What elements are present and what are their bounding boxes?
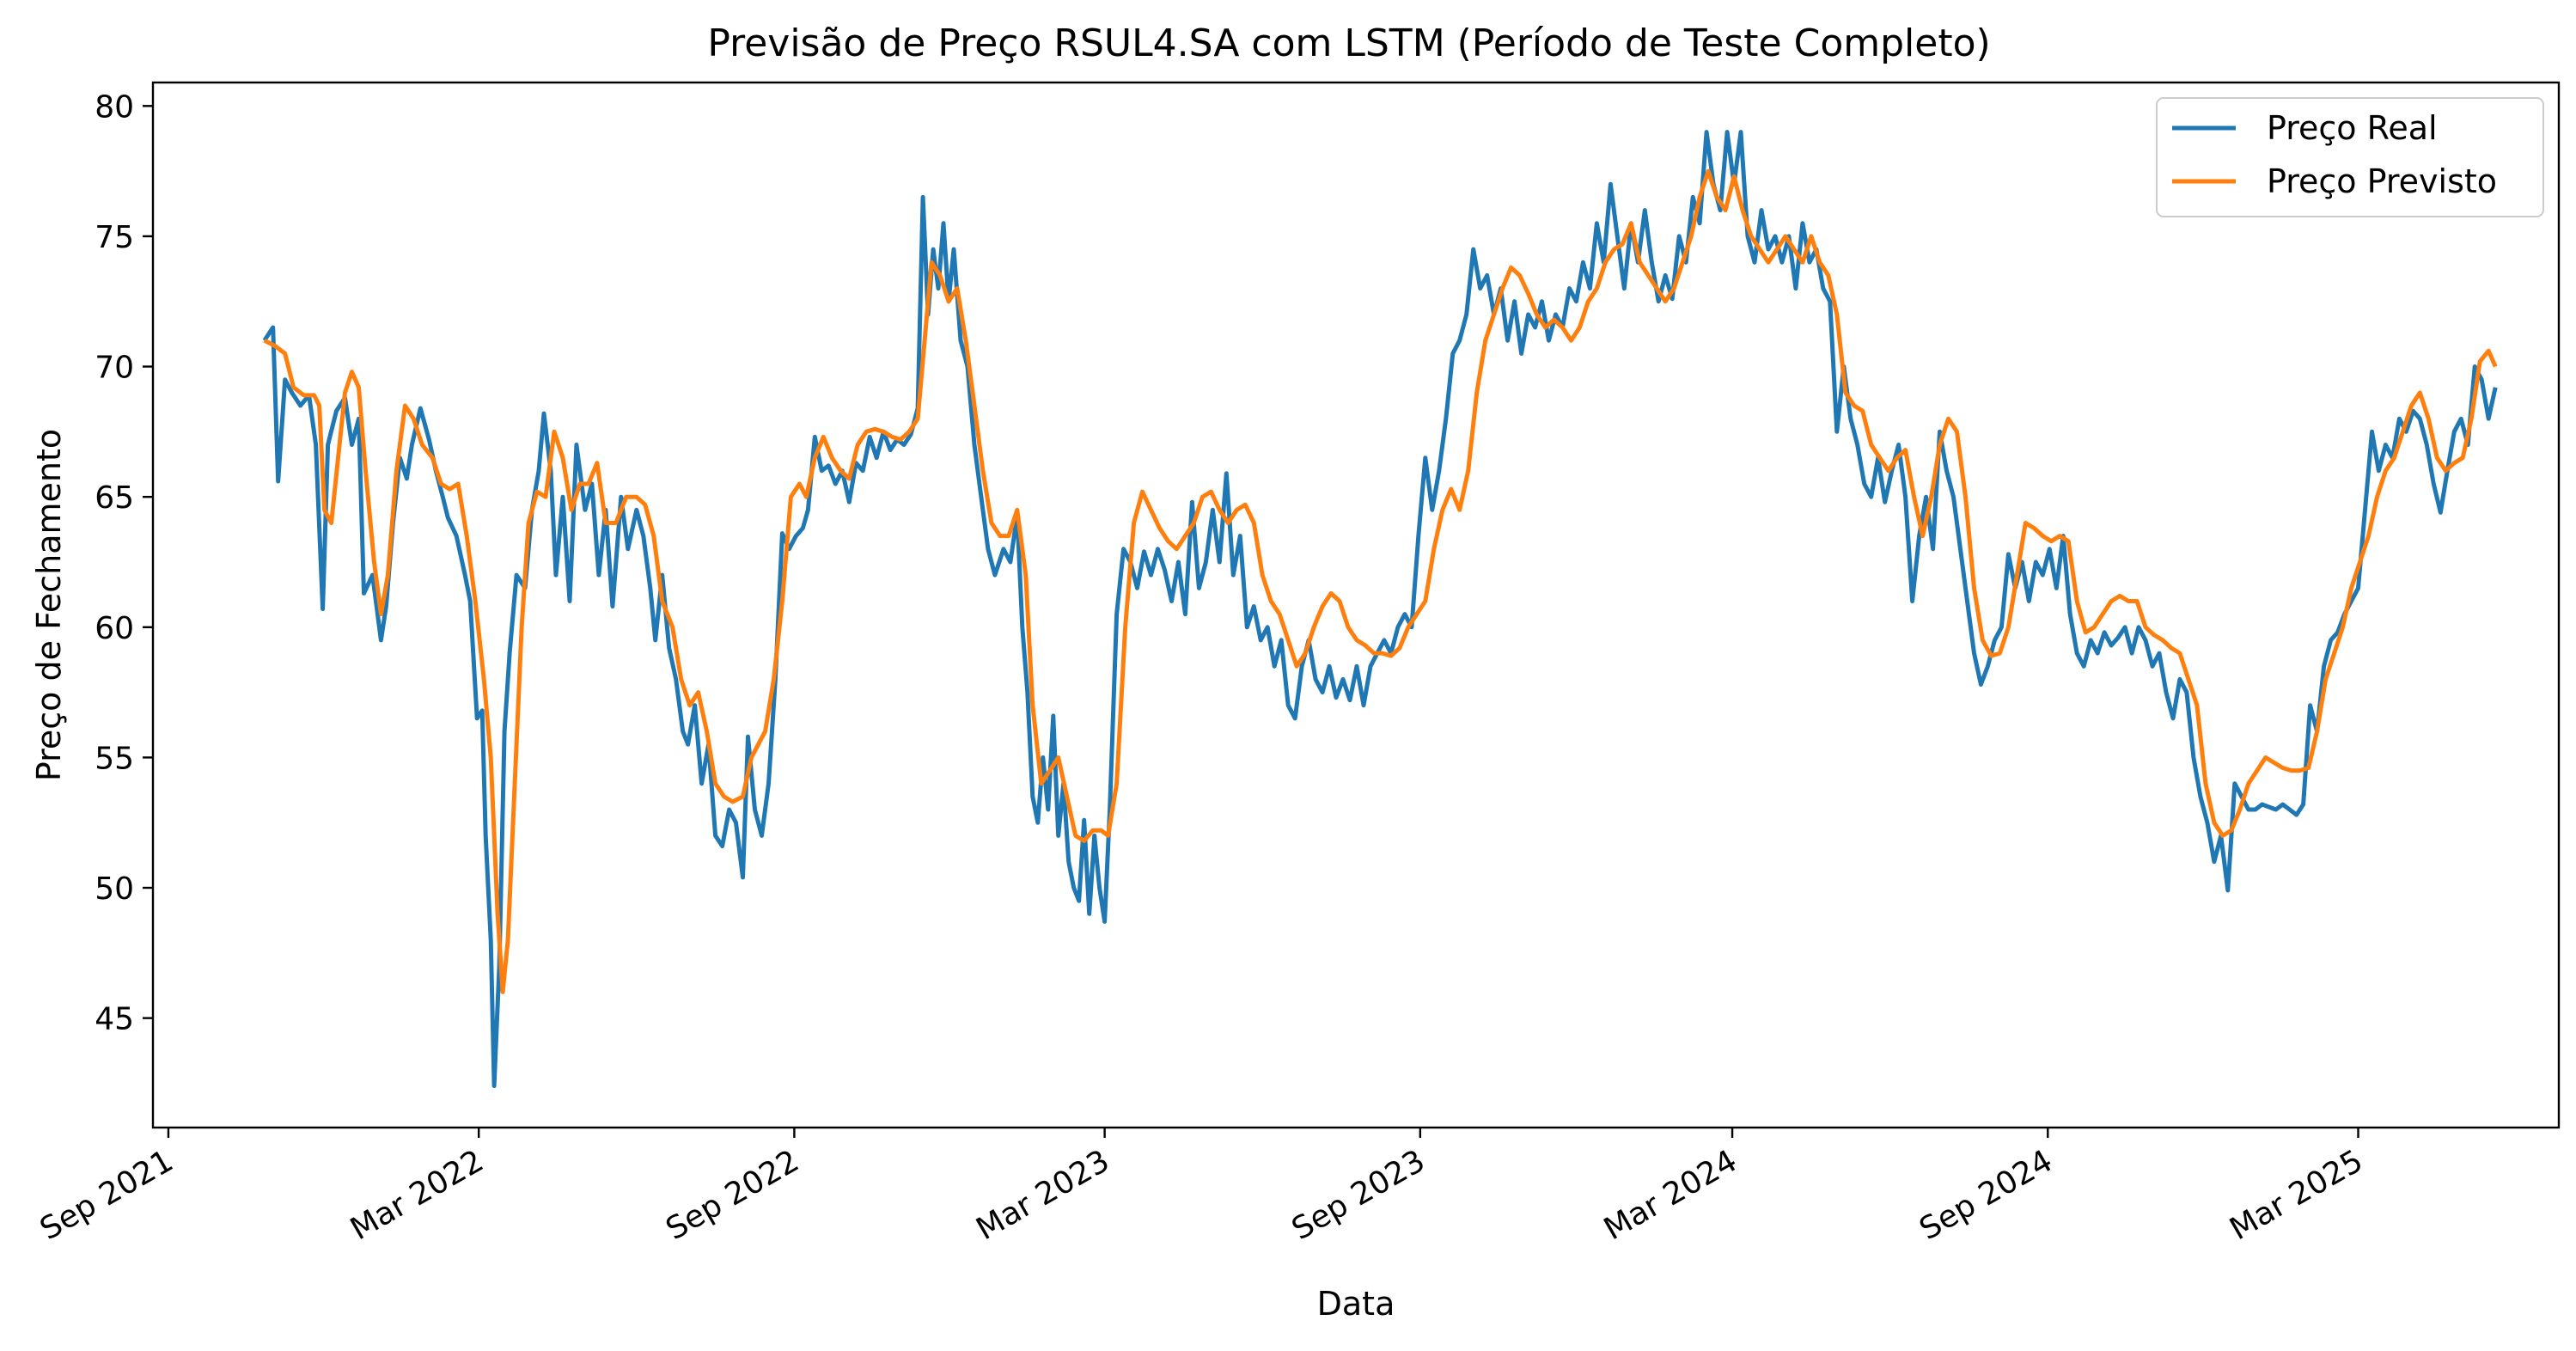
legend-label-preco-previsto: Preço Previsto [2267,162,2497,200]
series-layer [262,130,2498,1088]
y-tick-label: 55 [95,741,134,776]
series-line-preco-previsto [263,168,2498,994]
chart-title: Previsão de Preço RSUL4.SA com LSTM (Per… [707,21,1990,65]
y-axis-label: Preço de Fechamento [30,429,68,781]
x-axis-label: Data [1317,1285,1395,1323]
y-tick-label: 65 [95,480,134,516]
y-tick-label: 70 [95,351,134,386]
plot-area-frame [151,81,2561,1129]
legend: Preço Real Preço Previsto [2156,97,2544,217]
y-axis: 45 50 55 60 65 70 75 80 [95,89,153,1037]
y-tick-label: 50 [95,871,134,907]
y-tick-label: 45 [95,1002,134,1037]
y-tick-label: 60 [95,611,134,646]
y-tick-label: 80 [95,89,134,125]
legend-box [2156,97,2544,217]
y-tick-label: 75 [95,220,134,255]
legend-label-preco-real: Preço Real [2267,109,2438,147]
series-line-preco-real [262,130,2498,1088]
